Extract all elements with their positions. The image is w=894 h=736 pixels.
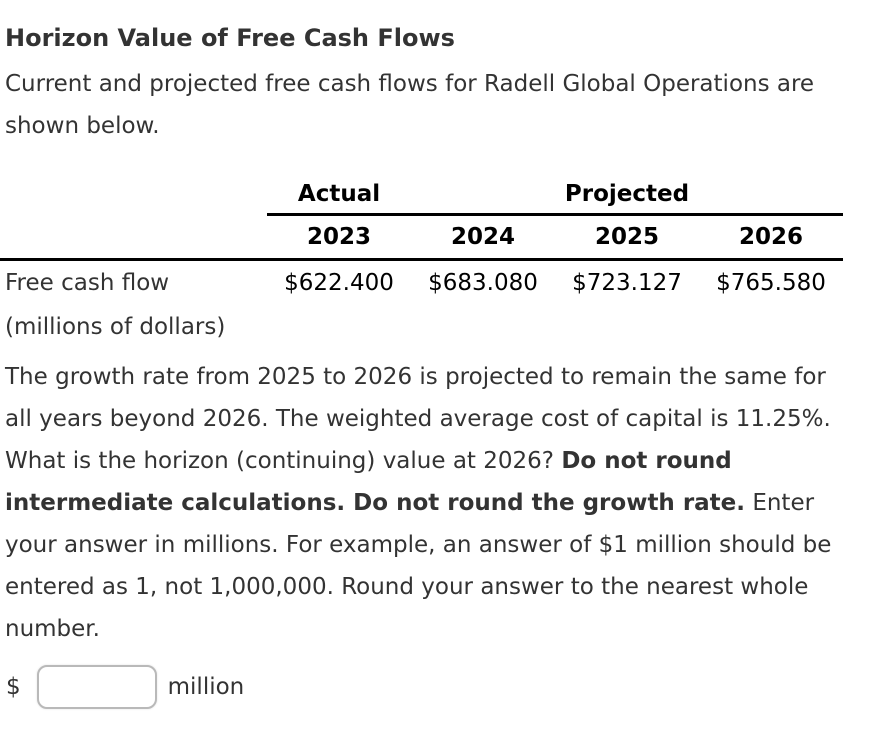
question-line-5: your answer in millions. For example, an… [5,532,832,558]
dollar-sign-label: $ [6,673,21,700]
page-title: Horizon Value of Free Cash Flows [5,24,455,52]
column-header-2025: 2025 [555,214,699,261]
fcf-value-2024: $683.080 [428,270,538,296]
table-group-header-row: Actual Projected [0,177,844,216]
table-year-header-row: 2023 2024 2025 2026 [0,214,844,261]
free-cash-flow-row: Free cash flow $622.400 $683.080 $723.12… [0,260,843,306]
row-label-units: (millions of dollars) [5,314,226,340]
question-paragraph: The growth rate from 2025 to 2026 is pro… [5,356,894,650]
fcf-value-2026: $765.580 [716,270,826,296]
row-label-units-row: (millions of dollars) [0,305,843,339]
bold-instruction-start: Do not round [561,448,732,474]
bold-instruction-end: intermediate calculations. Do not round … [5,490,746,516]
question-line-3: What is the horizon (continuing) value a… [5,448,732,474]
answer-input[interactable] [36,664,157,709]
question-line-7: number. [5,616,100,642]
column-header-2026: 2026 [699,214,844,261]
column-group-projected: Projected [411,177,844,216]
row-label-free-cash-flow: Free cash flow [5,270,170,296]
question-line-4: intermediate calculations. Do not round … [5,490,815,516]
column-header-2023: 2023 [267,214,411,261]
fcf-value-2023: $622.400 [284,270,394,296]
intro-paragraph: Current and projected free cash flows fo… [5,63,894,147]
question-line-2: all years beyond 2026. The weighted aver… [5,406,831,432]
question-line-1: The growth rate from 2025 to 2026 is pro… [5,364,826,390]
column-header-2024: 2024 [411,214,555,261]
cash-flow-table: Actual Projected 2023 2024 2025 2026 Fre… [0,177,844,339]
intro-line-1: Current and projected free cash flows fo… [5,71,815,97]
fcf-value-2025: $723.127 [572,270,682,296]
intro-line-2: shown below. [5,113,160,139]
table-year-spacer [0,214,267,261]
table-corner-spacer [0,177,267,215]
answer-row: $ million [6,664,894,709]
column-group-actual: Actual [267,177,411,216]
question-line-6: entered as 1, not 1,000,000. Round your … [5,574,809,600]
million-label: million [167,673,245,700]
